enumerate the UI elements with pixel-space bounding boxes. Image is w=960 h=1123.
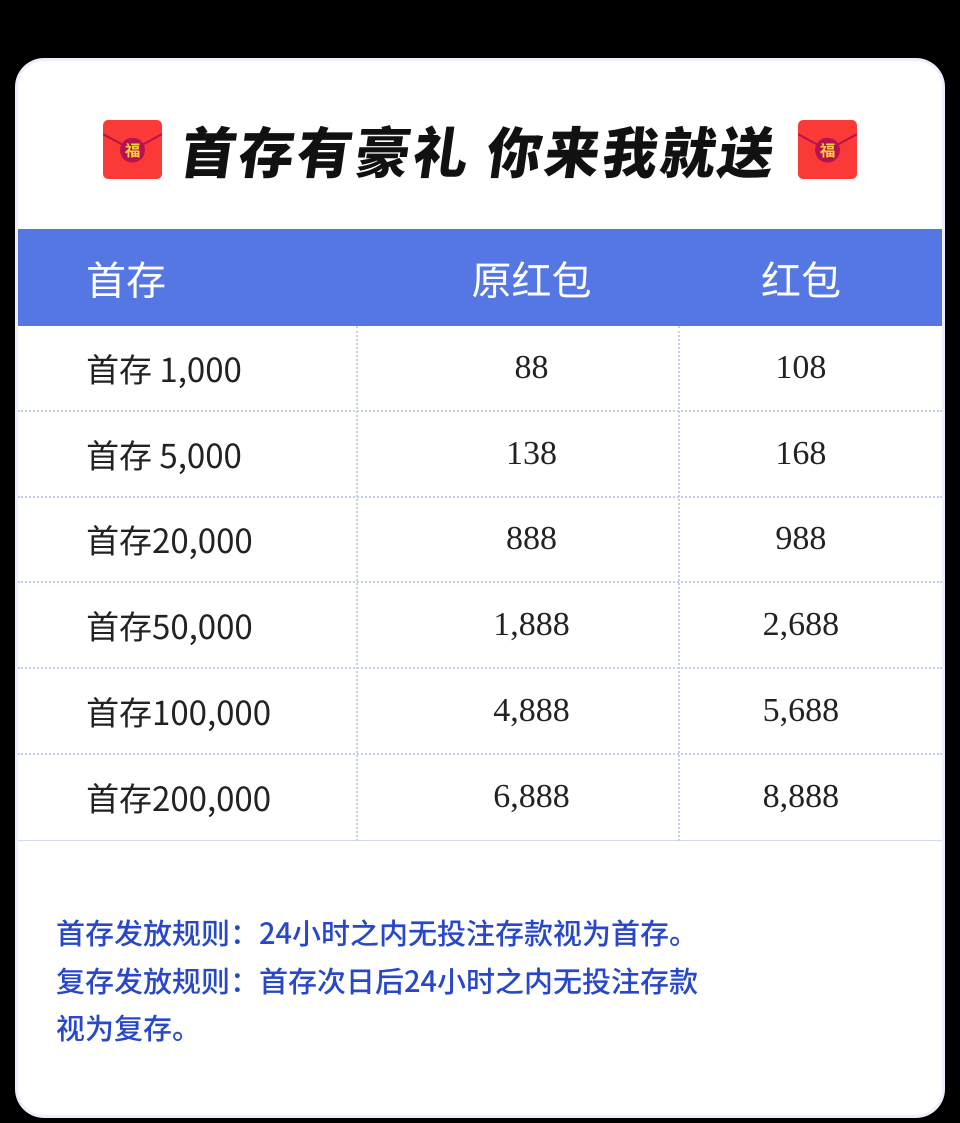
svg-text:福: 福 bbox=[820, 138, 835, 160]
svg-text:福: 福 bbox=[125, 138, 140, 160]
